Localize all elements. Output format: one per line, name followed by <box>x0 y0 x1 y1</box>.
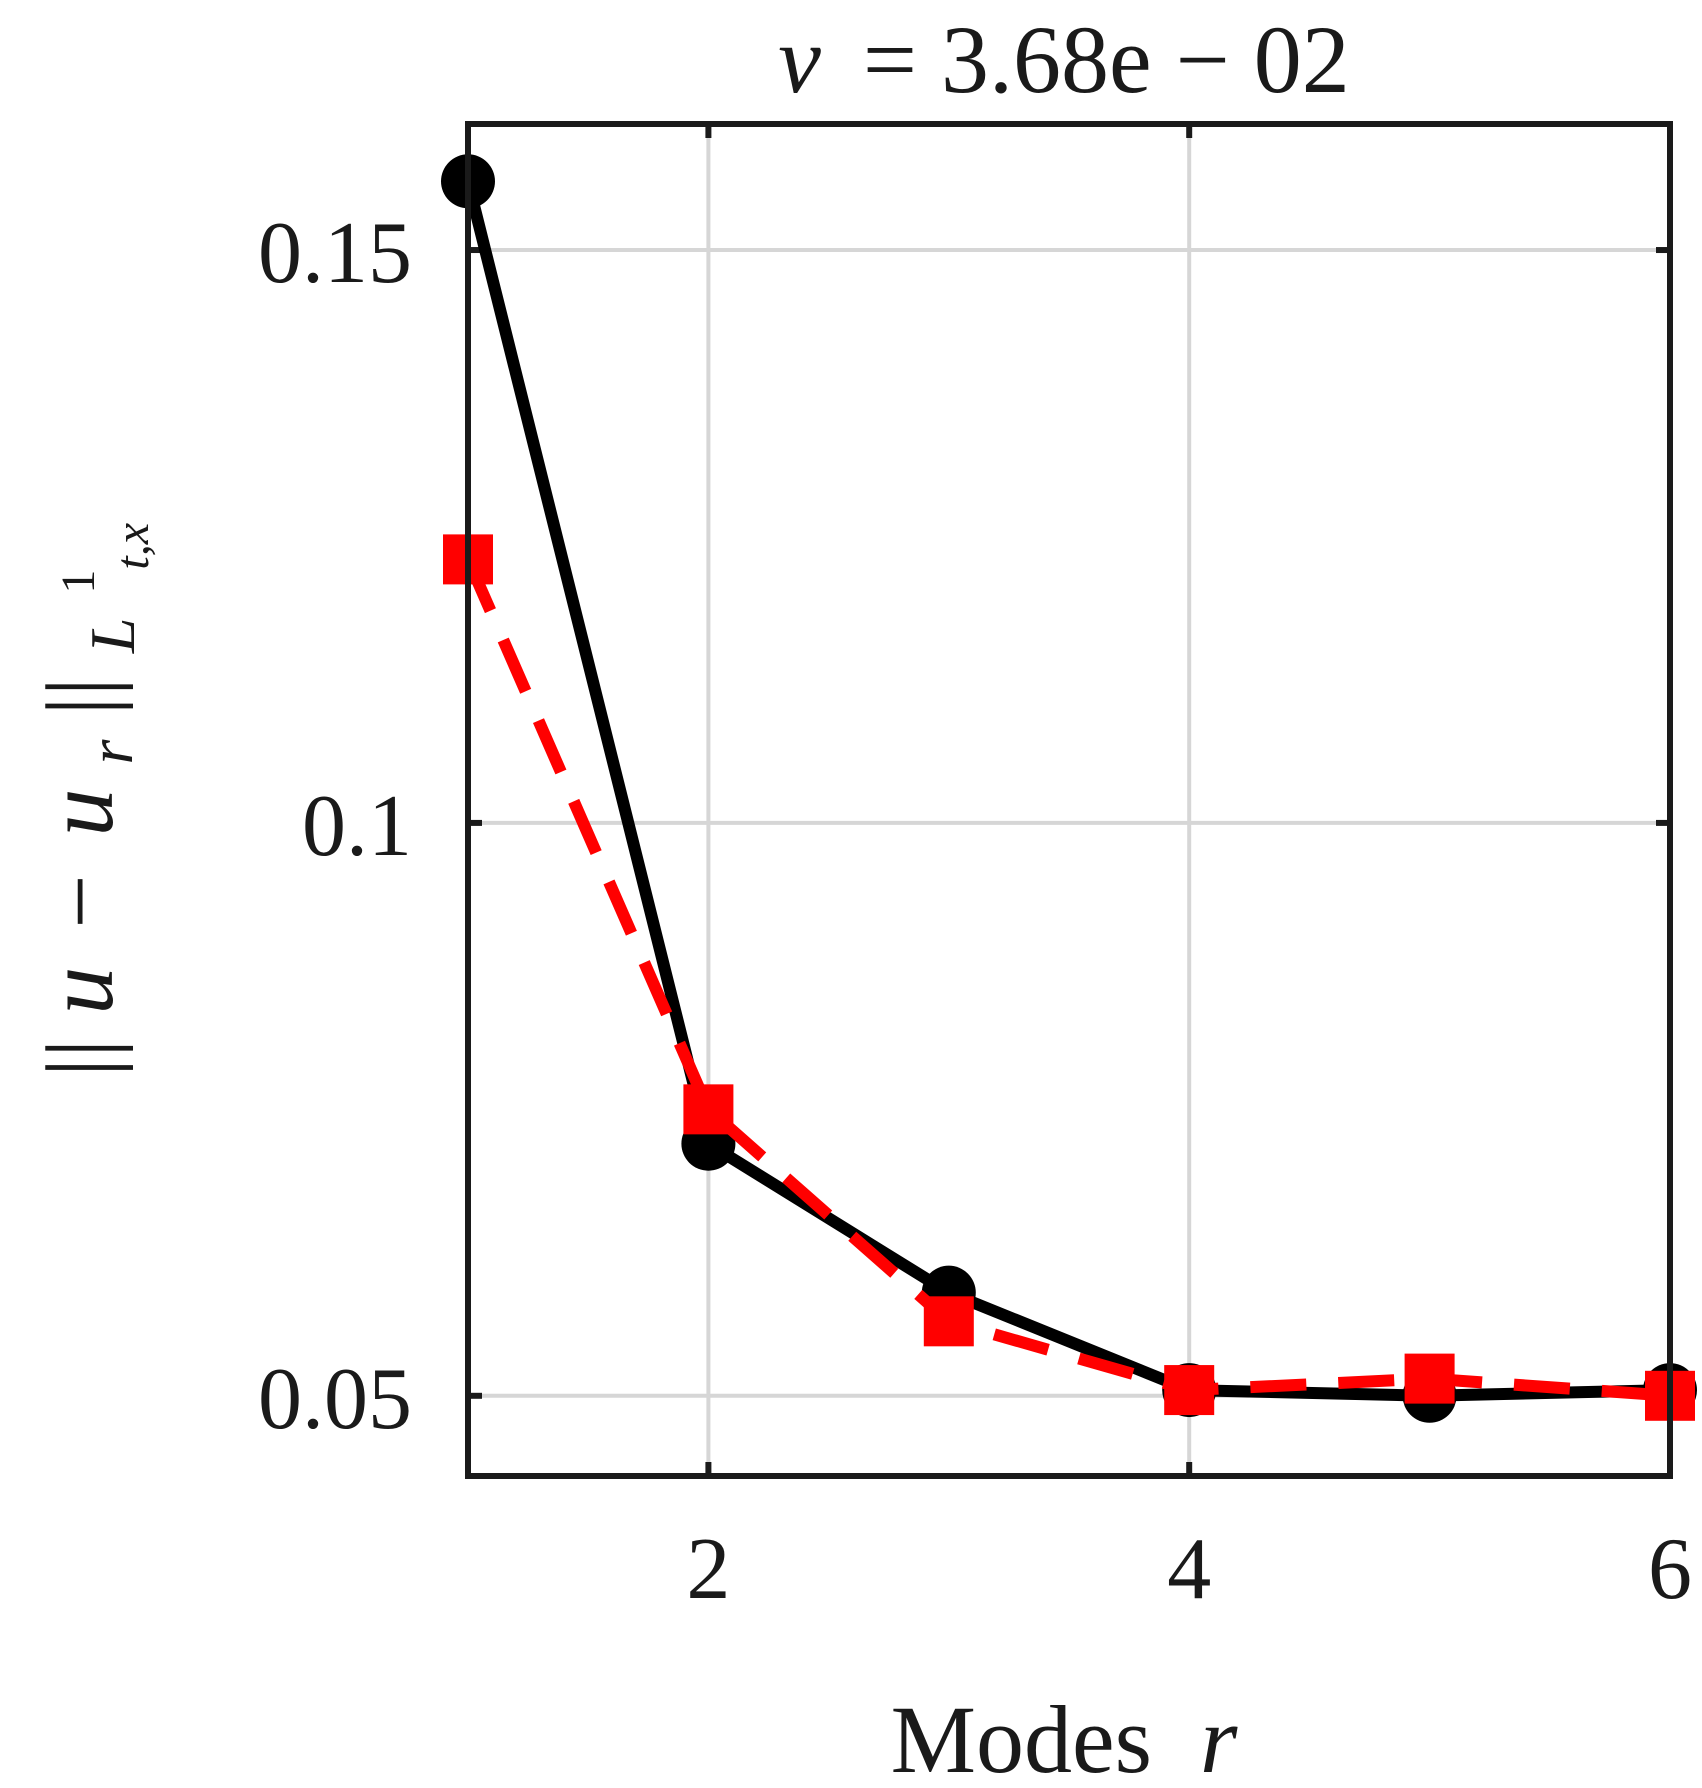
series-red-squares-point <box>1404 1353 1455 1404</box>
tick-label-layer: 2 4 6 0.05 0.1 0.15 <box>258 205 1692 1618</box>
series-red-squares-point <box>1164 1365 1215 1416</box>
y-label-L: L <box>77 618 148 655</box>
svg-text:|| u − u: || u − u r || L 1 t,x <box>8 523 159 1077</box>
grid-layer <box>468 124 1672 1476</box>
series-black-circles-line <box>462 179 1671 1402</box>
y-label-norm-close: || <box>26 677 133 715</box>
x-axis-label-text: Modes <box>891 1686 1152 1788</box>
x-axis-label-var: r <box>1200 1686 1238 1788</box>
chart-title-value: = 3.68e − 02 <box>863 6 1350 113</box>
y-label-sup: 1 <box>52 570 105 594</box>
tick-layer <box>468 124 1673 1476</box>
y-label-norm-open: || <box>26 1039 133 1077</box>
series-red-squares-point <box>683 1084 734 1135</box>
x-tick-label: 4 <box>1167 1521 1211 1618</box>
chart-title-symbol: ν <box>778 6 821 113</box>
y-label-ur: u <box>26 789 133 837</box>
series-red-squares-point <box>923 1296 974 1347</box>
axes-frame <box>465 121 1673 1479</box>
y-label-minus: − <box>26 875 133 929</box>
series-red-squares-line <box>462 556 1671 1402</box>
x-tick-label: 2 <box>686 1521 730 1618</box>
chart-title: ν = 3.68e − 02 <box>778 6 1350 113</box>
y-label-r-sub: r <box>75 739 146 765</box>
y-label-sub: t,x <box>106 523 159 570</box>
x-axis-label: Modes r <box>891 1686 1238 1788</box>
y-tick-label: 0.05 <box>258 1351 412 1448</box>
series-layer <box>441 154 1697 1423</box>
y-axis-label: || u − u r || L 1 t,x <box>8 523 159 1077</box>
x-tick-label: 6 <box>1648 1521 1692 1618</box>
y-tick-label: 0.1 <box>302 778 412 875</box>
y-tick-label: 0.15 <box>258 205 412 302</box>
y-label-u: u <box>26 967 133 1015</box>
